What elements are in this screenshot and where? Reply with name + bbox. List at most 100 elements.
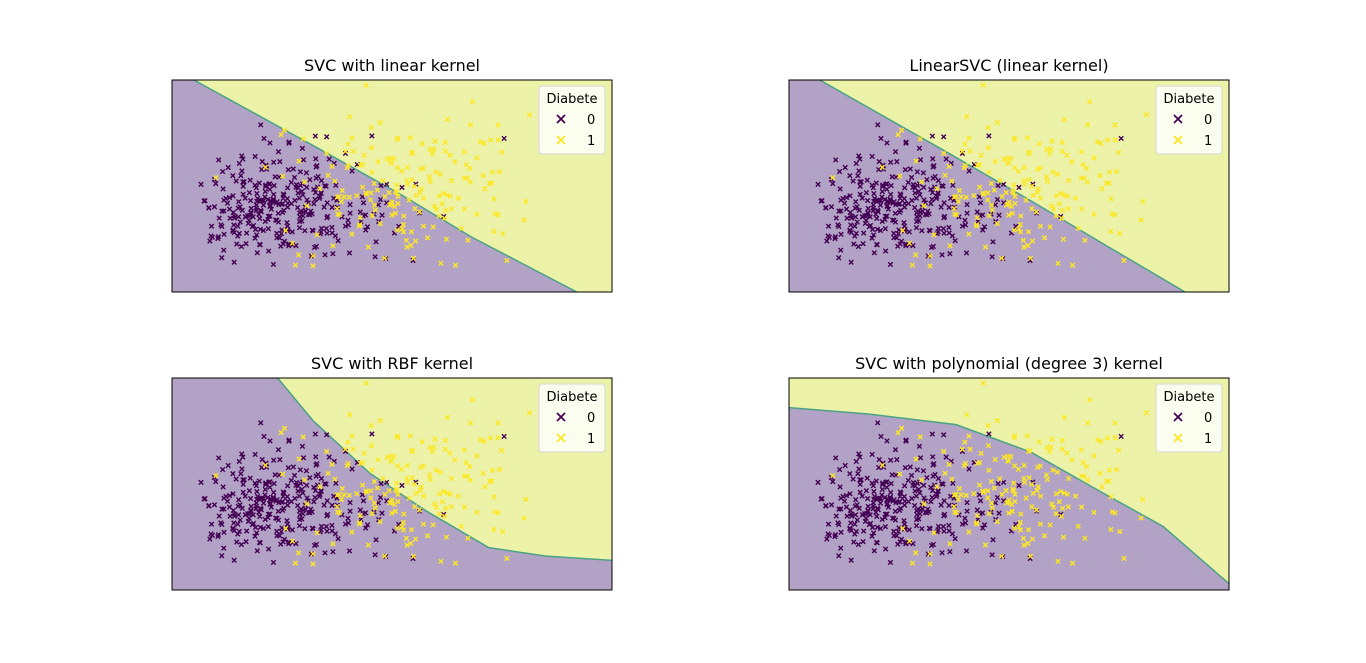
scatter-point-class-1 [1106,169,1113,175]
scatter-point-class-1 [281,425,288,431]
scatter-point-class-0 [864,495,871,502]
scatter-point-class-0 [848,222,854,228]
scatter-point-class-1 [1017,229,1024,235]
scatter-point-class-1 [1065,177,1072,184]
scatter-point-class-0 [823,204,829,211]
scatter-point-class-1 [382,491,388,498]
scatter-point-class-1 [388,457,394,464]
scatter-point-class-0 [933,493,940,500]
scatter-point-class-0 [887,197,894,204]
scatter-point-class-0 [943,454,949,460]
scatter-point-class-1 [955,496,962,503]
scatter-point-class-1 [956,485,963,492]
scatter-point-class-1 [927,561,933,567]
scatter-point-class-1 [1108,196,1114,202]
scatter-point-class-1 [416,209,423,215]
subplot-title: SVC with polynomial (degree 3) kernel [855,354,1163,373]
scatter-point-class-0 [236,199,242,205]
scatter-point-class-0 [837,186,843,192]
scatter-point-class-1 [940,448,947,455]
scatter-point-class-1 [1036,141,1042,147]
scatter-point-class-1 [1021,462,1027,469]
scatter-point-class-0 [916,188,922,195]
scatter-point-class-0 [231,259,237,265]
scatter-point-class-1 [1015,466,1022,472]
scatter-point-class-0 [920,482,927,489]
scatter-point-class-0 [901,493,908,500]
scatter-point-class-0 [907,464,913,470]
scatter-point-class-1 [1098,438,1104,445]
scatter-point-class-1 [985,495,991,501]
scatter-point-class-1 [323,150,330,157]
scatter-points [198,82,533,269]
scatter-point-class-0 [260,227,267,234]
scatter-point-class-0 [235,512,242,518]
scatter-point-class-1 [1006,212,1012,218]
scatter-point-class-0 [257,226,264,232]
scatter-point-class-1 [1069,457,1075,463]
scatter-point-class-0 [271,480,277,487]
scatter-point-class-0 [291,174,298,181]
scatter-point-class-1 [341,492,347,498]
scatter-point-class-0 [280,539,286,545]
scatter-point-class-0 [275,508,281,514]
scatter-point-class-1 [967,148,973,154]
scatter-point-class-1 [1044,178,1051,185]
scatter-point-class-0 [929,196,935,203]
scatter-point-class-1 [418,166,424,172]
scatter-point-class-1 [424,235,431,241]
scatter-point-class-0 [311,499,317,505]
scatter-point-class-1 [1059,446,1066,452]
scatter-point-class-1 [444,414,451,421]
scatter-point-class-1 [393,188,399,194]
scatter-point-class-1 [1112,435,1118,441]
scatter-point-class-1 [467,179,474,185]
scatter-point-class-0 [284,195,291,202]
scatter-point-class-1 [317,186,323,192]
scatter-point-class-1 [325,470,331,476]
scatter-point-class-0 [286,541,292,547]
scatter-point-class-0 [289,527,295,533]
scatter-point-class-1 [1099,484,1105,490]
scatter-point-class-0 [294,204,301,211]
scatter-point-class-0 [312,487,319,494]
scatter-point-class-1 [1112,122,1118,128]
scatter-point-class-1 [1086,99,1093,105]
scatter-point-class-0 [238,243,245,250]
scatter-point-class-0 [884,501,890,508]
scatter-point-class-0 [345,222,352,228]
scatter-point-class-1 [361,450,367,456]
scatter-point-class-0 [295,488,301,494]
scatter-point-class-1 [301,179,308,185]
scatter-point-class-0 [966,466,972,472]
scatter-point-class-1 [931,530,937,536]
legend-title: Diabete [1164,92,1215,107]
scatter-point-class-0 [922,498,929,504]
scatter-point-class-1 [1115,447,1122,454]
scatter-point-class-1 [342,446,349,453]
scatter-point-class-1 [310,551,316,557]
scatter-point-class-0 [825,531,831,537]
scatter-point-class-1 [404,479,411,486]
scatter-point-class-0 [227,513,233,519]
scatter-point-class-1 [988,180,994,187]
scatter-point-class-0 [919,227,925,234]
scatter-point-class-0 [907,166,913,172]
scatter-point-class-0 [946,522,952,529]
scatter-point-class-0 [219,255,225,261]
scatter-point-class-1 [363,380,369,386]
scatter-point-class-1 [363,488,369,494]
scatter-point-class-1 [404,164,410,171]
scatter-point-class-1 [413,490,419,497]
scatter-point-class-0 [303,184,310,191]
scatter-point-class-1 [1064,193,1071,200]
scatter-point-class-0 [930,454,936,460]
scatter-point-class-1 [1059,437,1065,444]
scatter-point-class-1 [1021,181,1028,188]
scatter-point-class-0 [852,223,858,229]
decision-region-class-1 [789,378,1229,584]
scatter-point-class-0 [852,503,858,509]
scatter-point-class-0 [920,170,927,176]
scatter-point-class-1 [481,140,487,147]
scatter-point-class-1 [395,135,401,141]
